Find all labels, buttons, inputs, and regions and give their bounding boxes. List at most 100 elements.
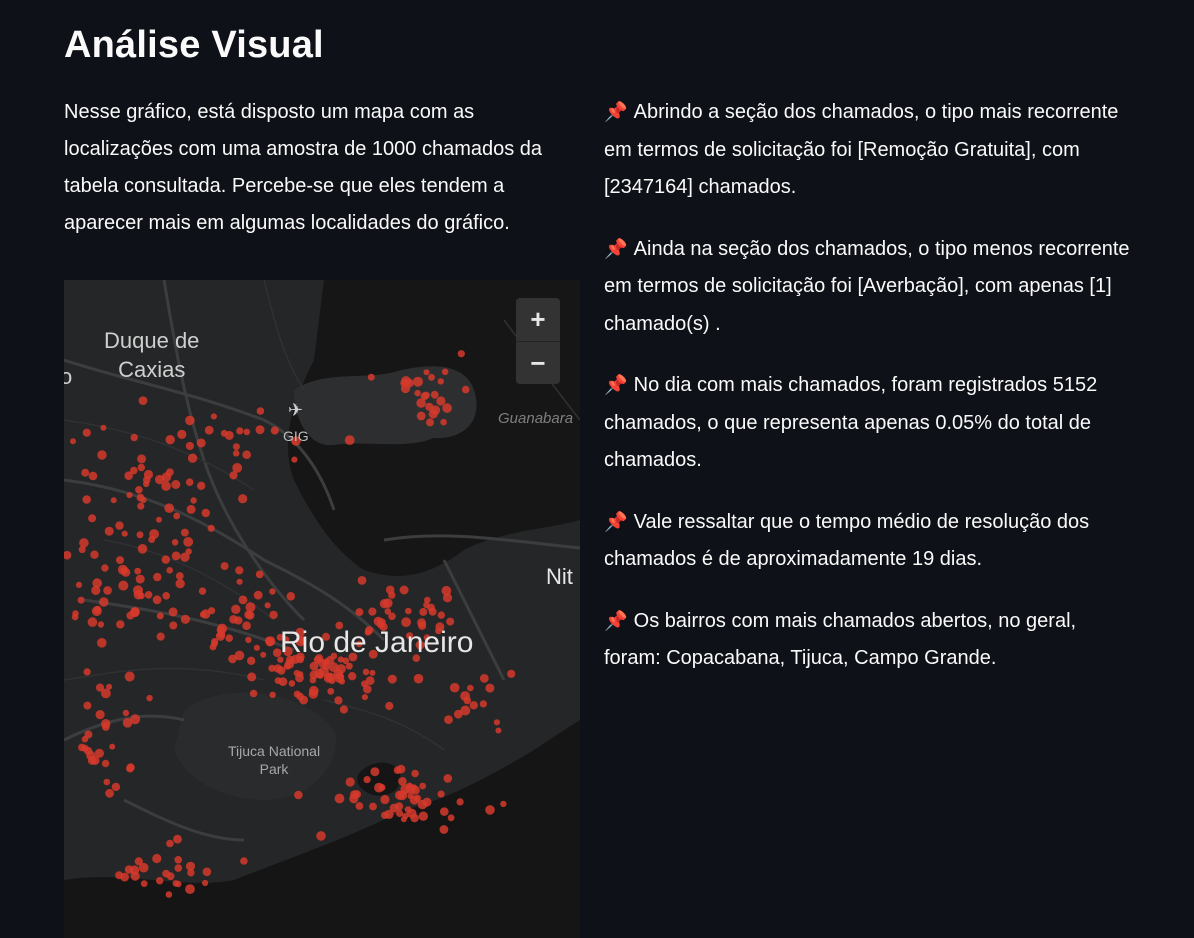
call-point [97, 638, 107, 648]
call-point [479, 674, 489, 683]
call-points [64, 350, 516, 898]
call-point [95, 683, 105, 692]
call-point [137, 544, 148, 554]
call-point [284, 659, 295, 669]
call-point [115, 521, 124, 530]
map-canvas[interactable] [64, 280, 580, 938]
call-point [97, 621, 105, 628]
call-point [71, 613, 79, 621]
call-point [171, 551, 181, 561]
call-point [355, 608, 364, 617]
call-point [171, 539, 179, 546]
call-point [485, 805, 495, 815]
call-point [457, 350, 465, 358]
call-point [336, 664, 346, 674]
call-point [232, 443, 240, 451]
call-point [443, 774, 453, 783]
call-point [388, 612, 396, 621]
call-point [373, 616, 383, 626]
call-point [156, 516, 162, 523]
call-point [140, 880, 148, 887]
map-label-rio-de-janeiro: Rio de Janeiro [280, 626, 474, 659]
call-point [442, 593, 453, 603]
map-label-edge-1: o [64, 364, 73, 389]
lagoon [357, 762, 401, 796]
call-point [84, 746, 93, 755]
call-point [364, 628, 372, 636]
call-point [138, 396, 148, 405]
call-point [440, 418, 447, 426]
call-point [161, 555, 170, 564]
zoom-in-button[interactable]: + [530, 304, 546, 334]
call-point [357, 576, 367, 585]
map-label-tijuca-park: Tijuca National Park [228, 742, 320, 778]
call-point [187, 869, 195, 877]
call-point [255, 570, 264, 579]
call-point [322, 632, 330, 641]
call-point [95, 710, 105, 720]
call-point [428, 373, 435, 381]
call-point [423, 601, 430, 609]
call-point [416, 398, 426, 408]
call-point [229, 471, 238, 480]
call-point [328, 662, 339, 672]
zoom-out-button[interactable]: − [516, 341, 560, 384]
call-point [356, 640, 363, 648]
call-point [82, 495, 91, 504]
call-point [87, 617, 98, 627]
call-point [467, 684, 474, 692]
call-point [236, 578, 243, 585]
call-point [148, 536, 156, 543]
call-point [243, 428, 251, 436]
call-point [244, 610, 253, 619]
call-point [276, 633, 284, 641]
call-point [180, 614, 190, 624]
call-point [164, 503, 174, 513]
call-point [232, 463, 243, 473]
call-point [361, 694, 368, 701]
call-point [485, 683, 495, 693]
call-point [161, 481, 171, 491]
call-point [299, 695, 309, 705]
call-point [240, 857, 248, 865]
call-point [137, 463, 145, 472]
call-point [130, 433, 138, 442]
call-point [406, 632, 414, 640]
call-point [345, 777, 355, 787]
call-point [323, 673, 334, 683]
call-point [277, 656, 284, 663]
call-point [425, 402, 434, 411]
map-chart[interactable]: Duque de Caxias o i ✈ GIG Guanabara Nit … [64, 280, 580, 938]
call-point [99, 597, 109, 607]
call-point [362, 668, 370, 676]
insight-text: Os bairros com mais chamados abertos, no… [604, 609, 1077, 670]
call-point [129, 865, 140, 875]
call-point [118, 580, 129, 591]
call-point [282, 636, 290, 643]
call-point [249, 689, 258, 698]
call-point [104, 526, 114, 536]
call-point [92, 578, 102, 588]
insight-item: 📌 Abrindo a seção dos chamados, o tipo ma… [604, 94, 1134, 207]
call-point [202, 867, 212, 877]
call-point [412, 654, 421, 662]
call-point [260, 651, 267, 658]
call-point [435, 627, 442, 635]
call-point [414, 389, 421, 397]
call-point [316, 831, 326, 841]
call-point [116, 556, 124, 565]
call-point [105, 788, 114, 798]
call-point [397, 790, 408, 801]
call-point [144, 591, 153, 599]
call-point [101, 759, 110, 768]
call-point [216, 625, 225, 634]
call-point [339, 705, 348, 714]
call-point [138, 862, 149, 873]
call-point [317, 672, 324, 679]
call-point [313, 655, 322, 664]
call-point [500, 800, 507, 808]
call-point [155, 474, 165, 485]
call-point [70, 438, 76, 445]
call-point [134, 567, 142, 575]
call-point [383, 598, 393, 608]
